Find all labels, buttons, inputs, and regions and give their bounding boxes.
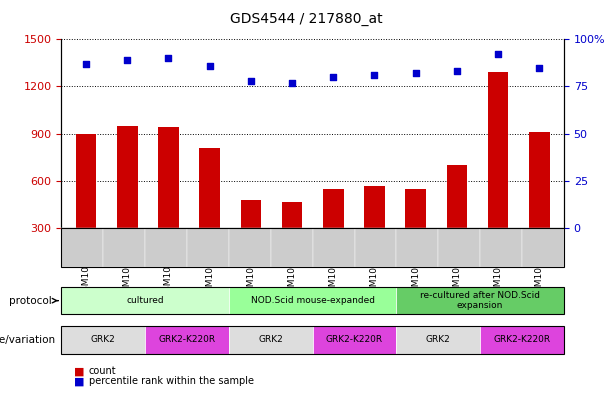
Text: GDS4544 / 217880_at: GDS4544 / 217880_at: [230, 12, 383, 26]
Bar: [282, 202, 302, 275]
Bar: [76, 134, 96, 275]
Text: ■: ■: [74, 366, 84, 376]
Bar: [446, 165, 467, 275]
Text: GRK2-K220R: GRK2-K220R: [326, 336, 383, 344]
Point: [493, 51, 503, 57]
Text: GRK2: GRK2: [91, 336, 116, 344]
Text: cultured: cultured: [126, 296, 164, 305]
Text: genotype/variation: genotype/variation: [0, 335, 55, 345]
Text: protocol: protocol: [9, 296, 52, 306]
Bar: [364, 186, 385, 275]
Text: GRK2-K220R: GRK2-K220R: [158, 336, 216, 344]
Point: [81, 61, 91, 67]
Text: ■: ■: [74, 376, 84, 386]
Text: GRK2: GRK2: [426, 336, 451, 344]
Text: NOD.Scid mouse-expanded: NOD.Scid mouse-expanded: [251, 296, 375, 305]
Point: [411, 70, 421, 76]
Point: [329, 74, 338, 80]
Point: [164, 55, 173, 61]
Text: re-cultured after NOD.Scid
expansion: re-cultured after NOD.Scid expansion: [420, 291, 540, 310]
Point: [370, 72, 379, 78]
FancyArrowPatch shape: [52, 298, 58, 303]
Bar: [117, 126, 137, 275]
Point: [205, 62, 215, 69]
Text: percentile rank within the sample: percentile rank within the sample: [89, 376, 254, 386]
Point: [535, 64, 544, 71]
Bar: [488, 72, 508, 275]
Bar: [405, 189, 426, 275]
Bar: [323, 189, 343, 275]
Text: GRK2: GRK2: [258, 336, 283, 344]
Bar: [240, 200, 261, 275]
Point: [246, 78, 256, 84]
Point: [123, 57, 132, 63]
Bar: [199, 148, 220, 275]
Bar: [158, 127, 179, 275]
Bar: [529, 132, 549, 275]
Text: count: count: [89, 366, 116, 376]
Point: [287, 79, 297, 86]
Text: GRK2-K220R: GRK2-K220R: [493, 336, 550, 344]
Point: [452, 68, 462, 75]
